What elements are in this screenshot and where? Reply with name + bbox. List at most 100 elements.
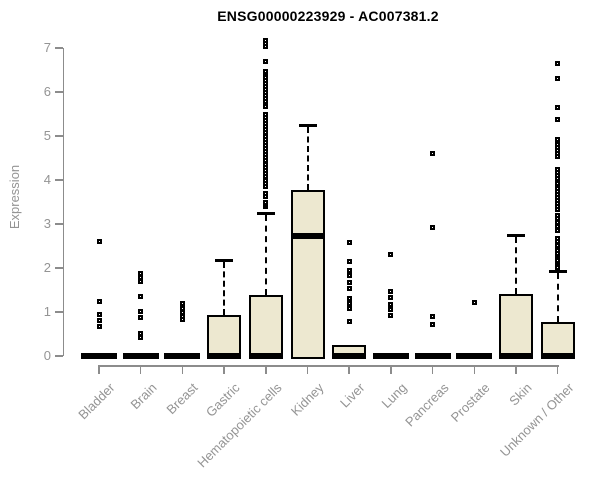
x-axis-tick bbox=[515, 365, 517, 374]
y-axis-tick bbox=[55, 47, 63, 49]
x-axis-tick bbox=[390, 365, 392, 374]
y-tick-label: 6 bbox=[43, 84, 51, 99]
x-axis-tick bbox=[223, 365, 225, 374]
outlier-point bbox=[346, 267, 352, 273]
x-axis-tick bbox=[556, 365, 559, 374]
outlier-point bbox=[346, 295, 352, 301]
outlier-point bbox=[263, 199, 269, 205]
x-axis-line bbox=[99, 365, 560, 367]
outlier-point bbox=[555, 60, 561, 66]
outlier-point bbox=[388, 307, 394, 313]
median-line bbox=[290, 233, 325, 240]
x-axis-tick bbox=[473, 365, 476, 374]
y-axis-tick bbox=[55, 223, 63, 225]
x-axis-tick bbox=[181, 365, 184, 374]
x-axis-tick bbox=[431, 365, 434, 374]
x-axis-tick bbox=[348, 365, 350, 374]
outlier-point bbox=[138, 271, 144, 277]
outlier-point bbox=[96, 299, 102, 305]
whisker-line bbox=[556, 273, 559, 322]
outlier-point bbox=[388, 289, 394, 295]
median-line bbox=[248, 353, 283, 359]
outlier-point bbox=[555, 212, 561, 218]
y-axis-tick bbox=[55, 91, 63, 93]
outlier-point bbox=[471, 300, 477, 306]
y-axis-tick bbox=[55, 355, 63, 357]
outlier-point bbox=[555, 185, 561, 191]
outlier-point bbox=[138, 314, 144, 320]
outlier-point bbox=[346, 285, 352, 291]
outlier-point bbox=[430, 314, 436, 320]
box bbox=[499, 293, 533, 359]
y-axis-line bbox=[62, 48, 64, 356]
outlier-point bbox=[388, 295, 394, 301]
collapsed-box bbox=[414, 353, 451, 359]
outlier-point bbox=[346, 239, 352, 245]
y-tick-label: 4 bbox=[43, 172, 51, 187]
outlier-point bbox=[346, 259, 352, 265]
y-axis-tick bbox=[55, 267, 63, 269]
outlier-point bbox=[179, 305, 185, 311]
outlier-point bbox=[96, 311, 102, 317]
collapsed-box bbox=[372, 353, 409, 359]
outlier-point bbox=[138, 308, 144, 314]
median-line bbox=[332, 353, 367, 359]
collapsed-box bbox=[164, 353, 201, 359]
outlier-point bbox=[346, 273, 352, 279]
outlier-point bbox=[555, 105, 561, 111]
median-line bbox=[540, 353, 575, 359]
collapsed-box bbox=[456, 353, 493, 359]
outlier-point bbox=[263, 104, 269, 110]
outlier-point bbox=[346, 280, 352, 286]
median-line bbox=[499, 353, 533, 359]
outlier-point bbox=[263, 190, 269, 196]
box bbox=[207, 315, 242, 359]
outlier-point bbox=[430, 321, 436, 327]
y-axis-tick bbox=[55, 179, 63, 181]
outlier-point bbox=[96, 318, 102, 324]
whisker-line bbox=[515, 237, 517, 294]
outlier-point bbox=[555, 236, 561, 242]
x-axis-tick bbox=[306, 365, 309, 374]
outlier-point bbox=[430, 225, 436, 231]
x-axis-tick bbox=[98, 365, 100, 374]
outlier-point bbox=[263, 112, 269, 118]
outlier-point bbox=[388, 312, 394, 318]
outlier-point bbox=[555, 137, 561, 143]
whisker-cap bbox=[215, 259, 234, 263]
outlier-point bbox=[555, 181, 561, 187]
box bbox=[290, 190, 325, 359]
outlier-point bbox=[179, 310, 185, 316]
outlier-point bbox=[263, 69, 269, 75]
outlier-point bbox=[263, 38, 269, 44]
y-tick-label: 2 bbox=[43, 260, 51, 275]
outlier-point bbox=[138, 331, 144, 337]
collapsed-box bbox=[122, 353, 159, 359]
y-tick-label: 5 bbox=[43, 128, 51, 143]
y-axis-tick bbox=[55, 311, 63, 313]
x-axis-tick bbox=[265, 365, 267, 374]
collapsed-box bbox=[81, 353, 117, 359]
whisker-line bbox=[306, 127, 309, 191]
y-tick-label: 1 bbox=[43, 304, 51, 319]
outlier-point bbox=[388, 251, 394, 257]
y-tick-label: 3 bbox=[43, 216, 51, 231]
outlier-point bbox=[346, 300, 352, 306]
outlier-point bbox=[96, 324, 102, 330]
outlier-point bbox=[555, 142, 561, 148]
y-tick-label: 0 bbox=[43, 348, 51, 363]
whisker-cap bbox=[507, 234, 525, 237]
outlier-point bbox=[555, 75, 561, 81]
outlier-point bbox=[346, 305, 352, 311]
outlier-point bbox=[263, 59, 269, 65]
outlier-point bbox=[555, 116, 561, 122]
x-axis-tick bbox=[139, 365, 142, 374]
box bbox=[248, 295, 283, 359]
outlier-point bbox=[179, 300, 185, 306]
whisker-line bbox=[223, 262, 226, 316]
whisker-cap bbox=[256, 211, 275, 215]
chart-title: ENSG00000223929 - AC007381.2 bbox=[217, 8, 439, 24]
outlier-point bbox=[555, 166, 561, 172]
